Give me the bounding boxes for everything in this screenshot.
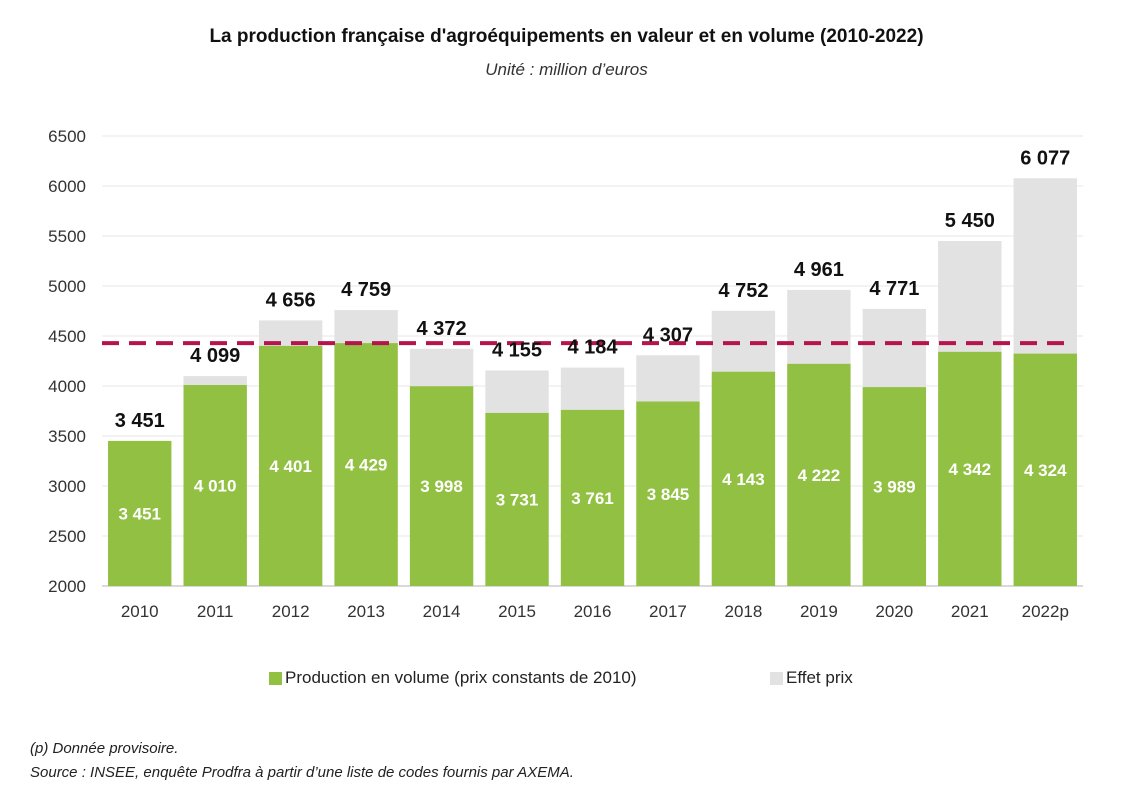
x-tick-label: 2020 [875,602,913,621]
data-label-volume: 3 451 [118,504,161,523]
x-axis-ticks: 2010 2011 2012 2013 2014 2015 2016 2017 2018 2019… [121,602,1069,621]
legend-label-volume: Production en volume (prix constants de … [285,668,637,687]
bar-volume [1013,353,1077,586]
bars [108,178,1077,586]
bar-effet-prix [334,310,398,344]
data-label-volume: 4 429 [345,456,388,475]
y-tick-label: 3000 [48,477,86,496]
data-label-total: 4 656 [266,289,316,311]
data-label-volume: 3 845 [647,485,690,504]
data-label-volume: 3 989 [873,478,916,497]
data-label-total: 4 184 [567,337,618,359]
x-tick-label: 2011 [197,602,234,621]
data-label-volume: 3 998 [420,477,463,496]
data-label-volume: 4 324 [1024,461,1067,480]
data-label-total: 3 451 [115,410,165,432]
legend-swatch-prix [770,671,783,685]
x-tick-label: 2016 [574,602,612,621]
bar-effet-prix [560,367,625,410]
data-label-volume: 3 761 [571,489,614,508]
bar-volume [485,412,549,586]
data-labels: 3 451 3 451 4 010 4 099 4 401 4 656 4 429 4 759… [115,147,1071,523]
legend-item-prix: Effet prix [770,668,853,688]
bar-volume [183,385,247,586]
footnote-provisional: (p) Donnée provisoire. [30,740,179,757]
bar-volume [862,387,927,586]
y-tick-label: 4500 [48,327,86,346]
footnote-source: Source : INSEE, enquête Prodfra à partir… [30,764,574,781]
data-label-total: 5 450 [945,210,995,232]
bar-volume [787,363,851,586]
x-tick-label: 2019 [800,602,838,621]
bar-effet-prix [862,308,927,388]
bar-volume [636,401,700,586]
chart-title: La production française d'agroéquipement… [209,26,924,47]
y-tick-label: 5500 [48,227,86,246]
bar-volume [560,409,625,586]
y-axis-ticks: 2000 2500 3000 3500 4000 4500 5000 5500 6000 6500 [48,127,86,596]
data-label-volume: 4 342 [949,460,992,479]
x-tick-label: 2017 [649,602,687,621]
data-label-total: 4 752 [718,280,768,302]
data-label-volume: 4 401 [269,457,312,476]
x-tick-label: 2014 [423,602,461,621]
bar-effet-prix [183,376,247,385]
bar-effet-prix [485,370,549,413]
y-tick-label: 2000 [48,577,86,596]
bar-effet-prix [636,355,700,402]
data-label-total: 4 759 [341,279,391,301]
legend-label-prix: Effet prix [786,668,853,687]
bar-volume [258,345,323,586]
bar-volume [108,440,172,586]
x-tick-label: 2012 [272,602,310,621]
data-label-volume: 4 222 [798,466,841,485]
data-label-total: 4 771 [869,278,919,300]
data-label-total: 4 372 [417,318,467,340]
y-tick-label: 6500 [48,127,86,146]
x-tick-label: 2013 [347,602,385,621]
y-tick-label: 5000 [48,277,86,296]
bar-effet-prix [938,241,1002,352]
data-label-volume: 4 010 [194,477,237,496]
y-tick-label: 2500 [48,527,86,546]
legend-item-volume: Production en volume (prix constants de … [269,668,637,688]
bar-volume [409,386,474,586]
y-tick-label: 4000 [48,377,86,396]
bar-volume [711,371,776,586]
x-tick-label: 2018 [725,602,763,621]
chart-subtitle: Unité : million d’euros [485,60,648,79]
bar-volume [334,343,398,586]
y-tick-label: 3500 [48,427,86,446]
data-label-total: 6 077 [1020,147,1070,169]
x-tick-label: 2021 [951,602,989,621]
data-label-total: 4 961 [794,259,844,281]
data-label-total: 4 307 [643,324,693,346]
bar-effet-prix [409,348,474,387]
data-label-total: 4 099 [190,345,240,367]
bar-volume [938,351,1002,586]
x-tick-label: 2015 [498,602,536,621]
data-label-volume: 4 143 [722,470,765,489]
legend-swatch-volume [269,671,282,685]
x-tick-label: 2022p [1022,602,1069,621]
bar-effet-prix [787,289,851,364]
y-tick-label: 6000 [48,177,86,196]
x-tick-label: 2010 [121,602,159,621]
data-label-volume: 3 731 [496,490,539,509]
data-label-total: 4 155 [492,340,542,362]
bar-effet-prix [1013,178,1077,354]
